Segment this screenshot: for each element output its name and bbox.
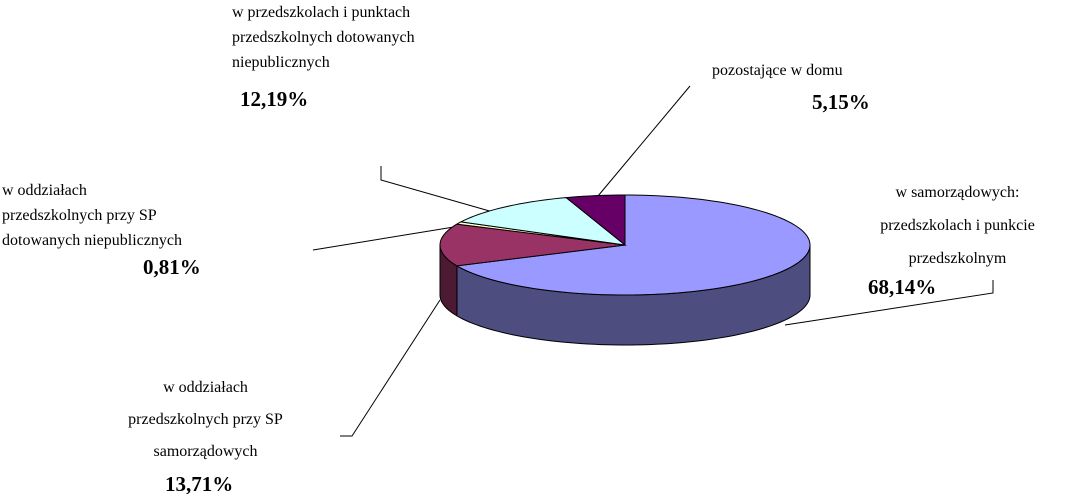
value-label: 12,19% xyxy=(240,87,309,111)
slice-label: w oddziałach przedszkolnych przy SP samo… xyxy=(128,379,283,460)
slice xyxy=(455,194,811,296)
value-label: 5,15% xyxy=(812,90,870,114)
leader-line xyxy=(784,280,994,326)
leader-line xyxy=(312,225,461,251)
value-label: 13,71% xyxy=(165,472,234,494)
leader-line xyxy=(380,166,501,215)
slice-label: w przedszkolach i punktach przedszkolnyc… xyxy=(232,4,415,71)
leader-lines xyxy=(312,85,994,437)
slice-label: w oddziałach przedszkolnych przy SP doto… xyxy=(2,182,182,249)
leader-line xyxy=(340,299,441,437)
slice xyxy=(439,223,626,267)
value-label: 68,14% xyxy=(868,275,937,299)
slice xyxy=(459,197,627,246)
leader-line xyxy=(597,85,691,197)
slice-label: pozostające w domu xyxy=(712,62,843,79)
slice xyxy=(564,194,626,247)
slice-label: w samorządowych: przedszkolach i punkcie… xyxy=(880,184,1035,267)
value-label: 0,81% xyxy=(143,255,201,279)
